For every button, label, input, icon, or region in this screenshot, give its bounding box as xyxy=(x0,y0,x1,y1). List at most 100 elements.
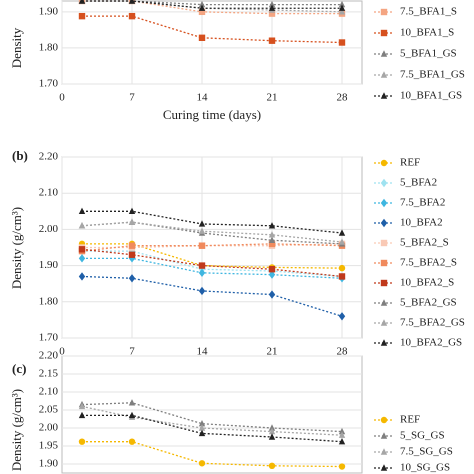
legend-marker xyxy=(380,319,388,326)
marker xyxy=(268,433,276,440)
legend-label: REF xyxy=(400,414,420,426)
y-tick-label: 1.95 xyxy=(39,440,59,452)
legend-label: 10_SG_GS xyxy=(400,462,450,474)
legend-marker xyxy=(380,339,388,346)
marker xyxy=(198,34,206,42)
marker xyxy=(198,8,206,16)
legend-marker xyxy=(380,29,388,37)
y-tick-label: 2.00 xyxy=(39,223,59,235)
legend-label: 5_BFA2 xyxy=(400,177,437,189)
marker xyxy=(338,273,346,280)
x-tick-label: 7 xyxy=(129,346,135,358)
marker xyxy=(128,411,136,419)
marker xyxy=(198,220,206,227)
x-tick-label: 28 xyxy=(337,346,349,358)
x-tick-label: 21 xyxy=(267,346,278,358)
marker xyxy=(198,0,206,8)
y-tick-label: 1.70 xyxy=(39,78,59,90)
y-tick-label: 1.80 xyxy=(39,41,59,53)
marker xyxy=(338,264,346,272)
marker xyxy=(338,4,346,11)
y-tick-label: 2.20 xyxy=(39,151,59,163)
series-line xyxy=(82,243,343,269)
panel-label: (b) xyxy=(12,148,28,163)
y-tick-label: 2.20 xyxy=(39,350,59,362)
marker xyxy=(268,37,276,44)
legend-label: REF xyxy=(400,157,420,169)
marker xyxy=(128,12,136,20)
y-tick-label: 2.05 xyxy=(39,404,59,416)
marker xyxy=(78,0,86,4)
series-line xyxy=(82,441,343,468)
marker xyxy=(78,207,86,214)
legend-label: 5_BFA2_S xyxy=(400,237,449,249)
plot-area xyxy=(61,0,363,85)
legend-marker xyxy=(380,239,388,247)
marker xyxy=(198,227,206,234)
marker xyxy=(268,4,276,11)
marker xyxy=(268,427,276,435)
legend-marker xyxy=(380,279,388,287)
marker xyxy=(338,229,346,236)
x-tick-label: 7 xyxy=(129,92,135,104)
marker xyxy=(268,231,276,238)
y-tick-label: 1.90 xyxy=(39,259,59,271)
marker xyxy=(268,236,276,243)
legend-label: 10_BFA2_GS xyxy=(400,337,462,349)
legend-marker xyxy=(380,71,388,78)
marker xyxy=(78,12,86,20)
marker xyxy=(198,460,206,467)
x-tick-label: 28 xyxy=(337,92,349,104)
legend-marker xyxy=(380,432,388,439)
legend-marker xyxy=(380,92,388,99)
y-tick-label: 2.10 xyxy=(39,386,59,398)
marker xyxy=(128,242,136,249)
marker xyxy=(198,262,206,269)
marker xyxy=(338,0,346,8)
x-tick-label: 14 xyxy=(197,92,209,104)
legend-marker xyxy=(380,8,388,16)
legend-label: 10_BFA1_S xyxy=(400,27,454,39)
marker xyxy=(78,411,86,419)
marker xyxy=(338,431,346,438)
marker xyxy=(128,399,136,406)
legend-marker xyxy=(380,299,388,306)
marker xyxy=(268,240,276,248)
legend-label: 10_BFA2 xyxy=(400,217,443,229)
marker xyxy=(198,268,206,278)
marker xyxy=(268,462,276,469)
marker xyxy=(268,290,276,299)
marker xyxy=(128,218,136,225)
x-tick-label: 21 xyxy=(267,92,278,104)
legend-marker xyxy=(380,159,388,167)
y-tick-label: 1.70 xyxy=(39,332,59,344)
marker xyxy=(268,266,276,273)
legend-label: 7.5_BFA2_S xyxy=(400,257,457,269)
marker xyxy=(78,222,86,229)
marker xyxy=(78,272,86,281)
legend-marker xyxy=(380,448,388,455)
marker xyxy=(198,419,206,427)
plot-area xyxy=(61,355,363,474)
marker xyxy=(128,274,136,283)
series-line xyxy=(82,15,343,44)
series-line xyxy=(82,250,343,278)
legend-label: 7.5_SG_GS xyxy=(400,446,453,458)
marker xyxy=(268,222,276,229)
marker xyxy=(338,437,346,445)
marker xyxy=(198,242,206,249)
marker xyxy=(128,0,136,4)
marker xyxy=(78,254,86,263)
legend-marker xyxy=(380,259,388,267)
marker xyxy=(128,438,136,445)
marker xyxy=(78,246,86,253)
marker xyxy=(78,402,86,410)
marker xyxy=(268,270,276,279)
marker xyxy=(198,424,206,431)
x-axis-title: Curing time (days) xyxy=(163,107,261,122)
marker xyxy=(268,424,276,431)
x-tick-label: 0 xyxy=(59,92,65,104)
marker xyxy=(78,438,86,445)
series-line xyxy=(82,414,343,443)
